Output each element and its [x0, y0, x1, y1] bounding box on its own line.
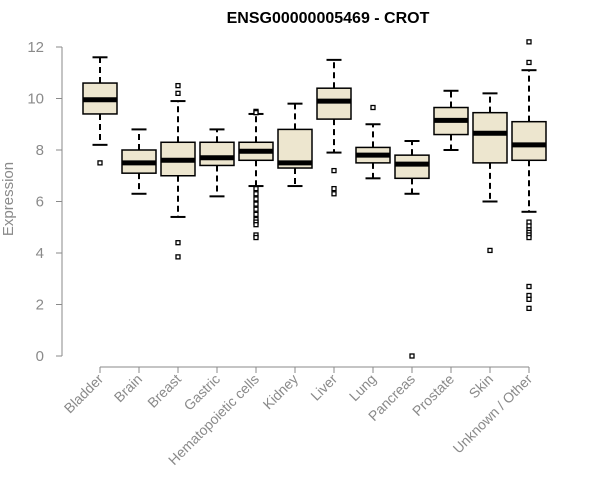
box-iqr: [472, 111, 508, 164]
outlier-point: [175, 240, 181, 246]
outlier-point: [526, 234, 532, 241]
y-tick-label: 8: [36, 142, 44, 159]
outlier-point: [370, 104, 376, 111]
box-gastric: [199, 128, 235, 198]
y-axis-label: Expression: [0, 162, 17, 236]
outlier-point: [253, 206, 259, 212]
box-brain: [121, 128, 157, 195]
x-tick-label: Bladder: [61, 371, 107, 417]
y-tick-label: 2: [36, 297, 44, 314]
y-tick-label: 6: [36, 194, 44, 211]
y-axis: 0 2 4 6 8 10 12: [27, 39, 63, 365]
outlier-point: [253, 234, 259, 241]
box-kidney: [277, 102, 313, 188]
y-tick-label: 0: [36, 348, 44, 365]
box-iqr: [394, 154, 430, 180]
box-breast: [160, 82, 196, 260]
x-tick-label: Liver: [307, 371, 340, 404]
box-lung: [355, 104, 391, 180]
y-tick-label: 4: [36, 245, 44, 262]
outlier-point: [253, 110, 259, 116]
box-bladder: [82, 56, 118, 166]
outlier-point: [175, 90, 181, 96]
outlier-point: [253, 222, 259, 228]
box-hematopoietic-cells: [238, 108, 274, 241]
box-unknown-other: [511, 39, 547, 312]
box-iqr: [511, 120, 547, 162]
box-liver: [316, 58, 352, 197]
outlier-point: [331, 185, 337, 192]
outlier-point: [97, 160, 103, 166]
outlier-point: [331, 167, 337, 174]
outlier-point: [175, 82, 181, 89]
y-tick-label: 12: [27, 39, 44, 56]
box-iqr: [199, 141, 235, 167]
outlier-point: [253, 185, 259, 192]
outlier-point: [526, 59, 532, 66]
outlier-point: [253, 196, 259, 202]
box-pancreas: [394, 139, 430, 359]
box-prostate: [433, 89, 469, 151]
box-iqr: [316, 87, 352, 120]
y-tick-label: 10: [27, 91, 44, 108]
outlier-point: [253, 211, 259, 218]
outlier-point: [526, 296, 532, 303]
outlier-point: [526, 283, 532, 290]
x-tick-label: Lung: [346, 371, 379, 404]
x-tick-label: Breast: [144, 371, 184, 411]
x-tick-label: Prostate: [409, 371, 457, 419]
box-skin: [472, 92, 508, 254]
outlier-point: [175, 254, 181, 260]
x-tick-label: Skin: [466, 371, 497, 402]
outlier-point: [253, 191, 259, 197]
outlier-point: [253, 201, 259, 207]
x-tick-label: Kidney: [260, 371, 302, 413]
outlier-point: [526, 39, 532, 45]
outlier-point: [409, 353, 415, 359]
boxes: [82, 39, 547, 359]
outlier-point: [526, 305, 532, 312]
outlier-point: [331, 191, 337, 197]
chart-title: ENSG00000005469 - CROT: [227, 10, 430, 27]
x-tick-label: Brain: [111, 371, 145, 405]
outlier-point: [487, 247, 493, 254]
